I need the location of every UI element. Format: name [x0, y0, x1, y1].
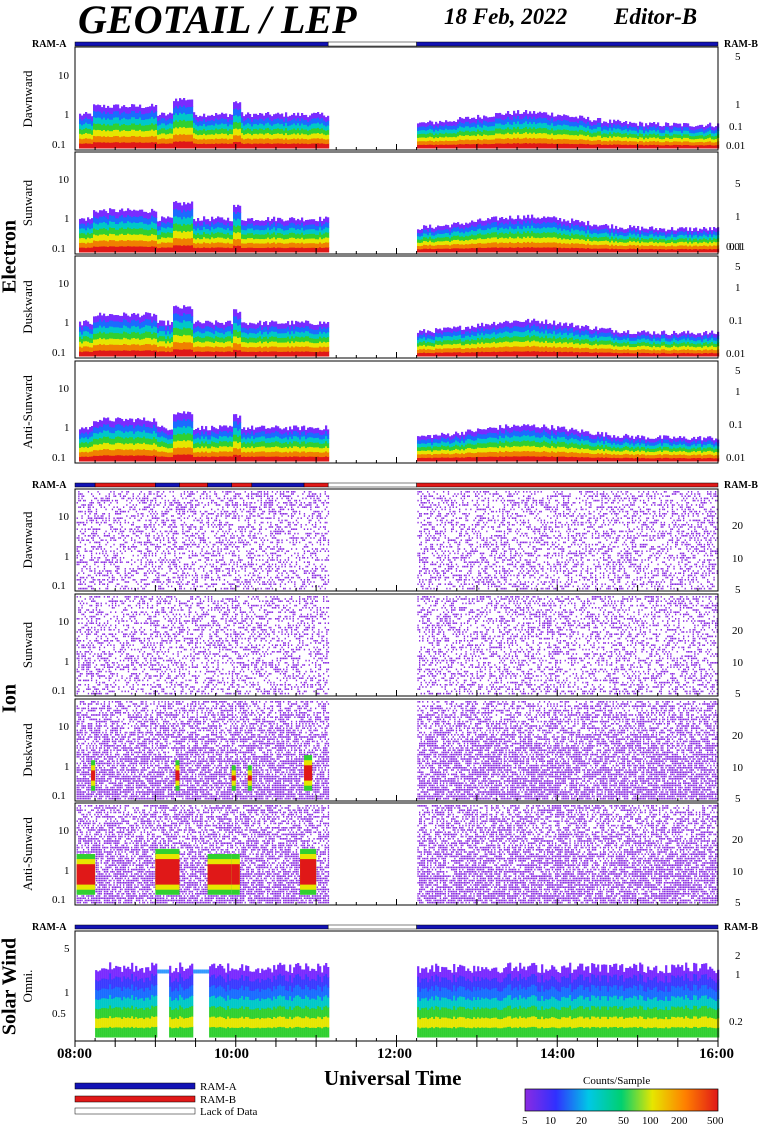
ram-bar-ion-2	[155, 483, 179, 487]
colorbar-tick-10: 10	[545, 1115, 556, 1127]
x-axis-title: Universal Time	[324, 1066, 461, 1091]
electron-spectrogram-3	[79, 411, 719, 461]
colorbar-tick-50: 50	[618, 1115, 629, 1127]
ram-bar-electron-0	[75, 42, 328, 46]
x-tick-1000: 10:00	[214, 1046, 249, 1063]
ram-bar-electron-1	[328, 42, 416, 46]
ram-bar-ion-8	[328, 483, 416, 487]
legend-ram-a-swatch	[75, 1083, 195, 1089]
ram-bar-ion-0	[75, 483, 95, 487]
legend-ram-b-swatch	[75, 1096, 195, 1102]
colorbar	[525, 1089, 718, 1111]
ram-bar-solar_wind-1	[328, 925, 416, 929]
ion-spectrogram-6	[77, 701, 718, 799]
legend-lack-swatch	[75, 1108, 195, 1114]
colorbar-tick-5: 5	[522, 1115, 528, 1127]
legend-ram-b-label: RAM-B	[200, 1094, 236, 1106]
ram-bar-ion-6	[252, 483, 304, 487]
electron-spectrogram-2	[79, 305, 719, 356]
ram-bar-solar_wind-2	[417, 925, 718, 929]
ion-spectrogram-4	[77, 491, 718, 589]
ram-bar-solar_wind-0	[75, 925, 328, 929]
ram-bar-ion-3	[179, 483, 207, 487]
ram-bar-ion-9	[417, 483, 718, 487]
ram-bar-ion-5	[232, 483, 252, 487]
colorbar-tick-100: 100	[642, 1115, 659, 1127]
ion-spectrogram-7	[77, 805, 718, 903]
electron-spectrogram-0	[79, 98, 719, 149]
legend-ram-a-label: RAM-A	[200, 1081, 237, 1093]
x-tick-1400: 14:00	[540, 1046, 575, 1063]
heatmap-canvas	[0, 0, 762, 1128]
legend-lack-label: Lack of Data	[200, 1106, 257, 1118]
x-tick-0800: 08:00	[57, 1046, 92, 1063]
colorbar-tick-20: 20	[576, 1115, 587, 1127]
ram-bar-ion-7	[304, 483, 328, 487]
colorbar-tick-200: 200	[671, 1115, 688, 1127]
x-tick-1200: 12:00	[377, 1046, 412, 1063]
colorbar-title: Counts/Sample	[583, 1075, 650, 1087]
ram-bar-electron-2	[417, 42, 718, 46]
geotail-lep-summary-plot: GEOTAIL / LEP 18 Feb, 2022 Editor-B RAM-…	[0, 0, 762, 1128]
colorbar-tick-500: 500	[707, 1115, 724, 1127]
electron-spectrogram-1	[79, 201, 719, 252]
ion-spectrogram-5	[77, 596, 718, 694]
ram-bar-ion-4	[208, 483, 232, 487]
solar-wind-spectrogram	[95, 962, 719, 1037]
ram-bar-ion-1	[95, 483, 155, 487]
x-tick-1600: 16:00	[699, 1046, 734, 1063]
